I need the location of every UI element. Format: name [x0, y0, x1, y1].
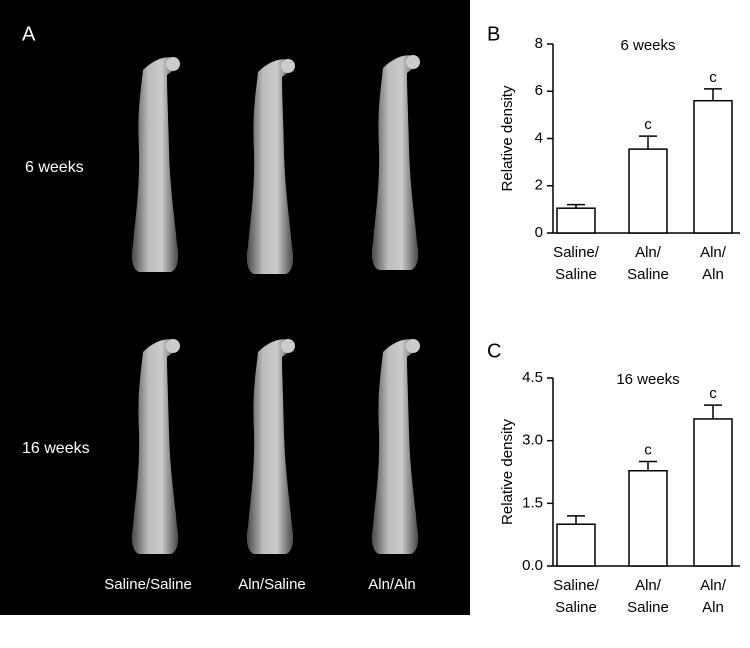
y-tick-label: 1.5 — [522, 494, 543, 511]
y-tick-label: 4.5 — [522, 369, 543, 386]
chart-title: 16 weeks — [616, 371, 679, 388]
annotation: c — [644, 116, 652, 133]
panel-label: B — [487, 23, 500, 45]
x-tick-label: Aln/Aln — [700, 577, 727, 616]
bar — [693, 99, 733, 234]
y-tick-label: 4 — [535, 129, 543, 146]
y-tick-label: 3.0 — [522, 432, 543, 449]
bar — [693, 418, 733, 567]
x-tick-label: Saline/Saline — [553, 577, 600, 616]
bar — [628, 469, 668, 567]
bar — [556, 207, 596, 234]
row-label: 16 weeks — [22, 440, 90, 457]
row-label: 6 weeks — [25, 159, 84, 176]
column-label: Aln/Saline — [238, 576, 306, 593]
y-tick-label: 6 — [535, 82, 543, 99]
x-tick-label: Aln/Aln — [700, 244, 727, 283]
y-tick-label: 2 — [535, 177, 543, 194]
y-tick-label: 8 — [535, 35, 543, 52]
chart-title: 6 weeks — [620, 37, 675, 54]
y-axis-label: Relative density — [499, 419, 516, 525]
x-tick-label: Aln/Saline — [627, 244, 669, 283]
x-tick-label: Saline/Saline — [553, 244, 600, 283]
annotation: c — [709, 69, 717, 86]
column-label: Aln/Aln — [368, 576, 416, 593]
annotation: c — [709, 385, 717, 402]
panel-label: C — [487, 340, 501, 362]
y-axis-label: Relative density — [499, 85, 516, 191]
bar — [556, 523, 596, 567]
bar — [628, 148, 668, 234]
annotation: c — [644, 442, 652, 459]
x-tick-label: Aln/Saline — [627, 577, 669, 616]
panel-label: A — [22, 23, 36, 45]
column-label: Saline/Saline — [104, 576, 192, 593]
y-tick-label: 0.0 — [522, 557, 543, 574]
y-tick-label: 0 — [535, 224, 543, 241]
